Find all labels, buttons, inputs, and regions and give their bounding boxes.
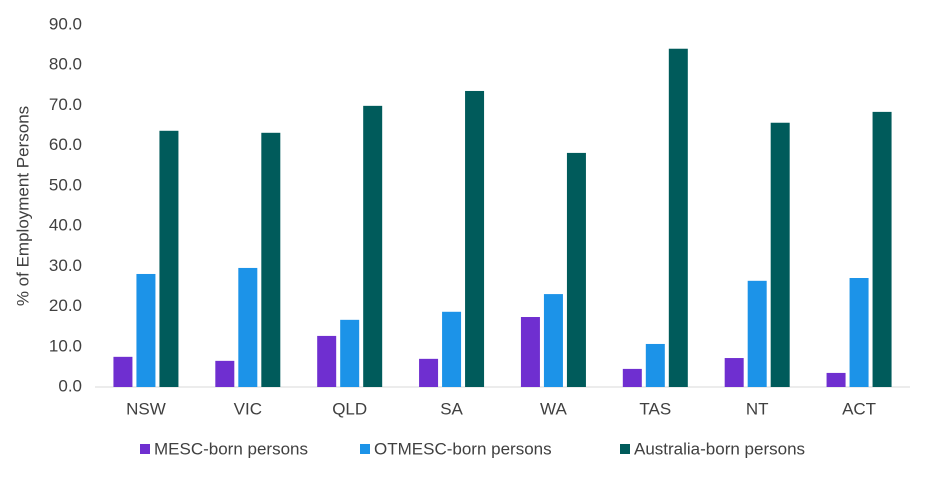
y-tick-label: 20.0 xyxy=(49,296,82,315)
legend-swatch xyxy=(140,444,150,454)
y-tick-label: 30.0 xyxy=(49,256,82,275)
x-tick-label: VIC xyxy=(234,399,262,418)
bar xyxy=(747,280,767,387)
bar xyxy=(622,368,642,387)
bar xyxy=(849,277,869,387)
x-tick-label: SA xyxy=(440,399,463,418)
x-tick-label: WA xyxy=(540,399,567,418)
bar xyxy=(668,48,688,387)
bar xyxy=(113,356,133,387)
legend-swatch xyxy=(360,444,370,454)
legend-label: Australia-born persons xyxy=(634,439,805,458)
bar xyxy=(520,317,540,387)
y-tick-label: 40.0 xyxy=(49,216,82,235)
bar xyxy=(419,358,439,387)
bar xyxy=(238,267,258,387)
x-tick-label: TAS xyxy=(639,399,671,418)
bar xyxy=(566,152,586,387)
y-tick-label: 10.0 xyxy=(49,336,82,355)
x-tick-label: NT xyxy=(746,399,769,418)
bar xyxy=(543,294,563,387)
legend-swatch xyxy=(620,444,630,454)
x-tick-label: NSW xyxy=(126,399,166,418)
bar xyxy=(872,111,892,387)
y-tick-label: 0.0 xyxy=(58,376,82,395)
bar xyxy=(826,372,846,387)
bar xyxy=(317,335,337,387)
y-tick-label: 60.0 xyxy=(49,135,82,154)
bar xyxy=(215,360,235,387)
bar xyxy=(159,130,179,388)
x-tick-label: ACT xyxy=(842,399,876,418)
bar xyxy=(724,358,744,387)
y-tick-label: 80.0 xyxy=(49,55,82,74)
y-tick-label: 70.0 xyxy=(49,95,82,114)
y-tick-label: 90.0 xyxy=(49,14,82,33)
x-tick-label: QLD xyxy=(332,399,367,418)
y-tick-label: 50.0 xyxy=(49,175,82,194)
y-axis-label: % of Employment Persons xyxy=(13,106,32,306)
bar xyxy=(363,105,383,387)
bar xyxy=(261,132,281,387)
bar xyxy=(645,343,665,387)
legend-label: MESC-born persons xyxy=(154,439,308,458)
bar xyxy=(770,122,790,388)
legend-label: OTMESC-born persons xyxy=(374,439,552,458)
bar xyxy=(340,319,360,387)
bar xyxy=(136,273,156,387)
bar xyxy=(465,90,485,387)
bar xyxy=(442,311,462,387)
